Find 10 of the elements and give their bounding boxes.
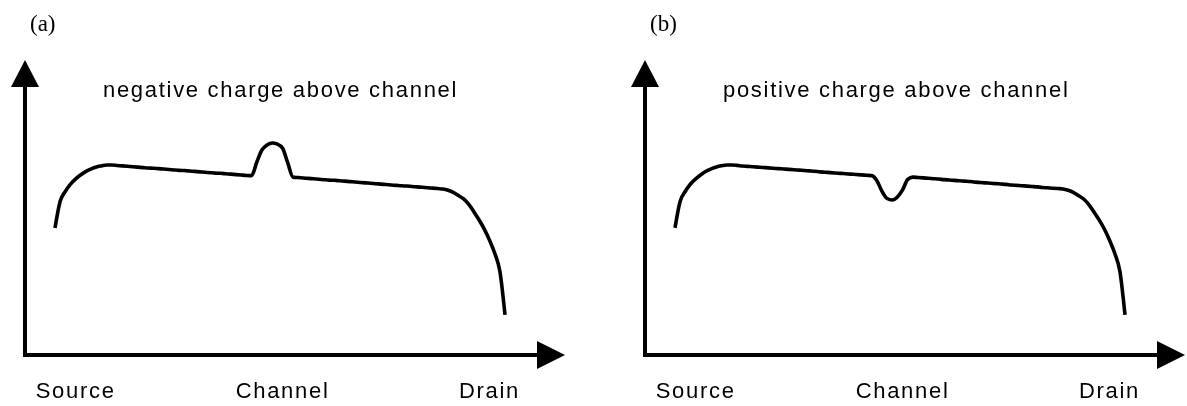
x-tick-label: Channel bbox=[235, 378, 330, 403]
x-tick-label: Drain bbox=[458, 378, 521, 403]
x-tick-label: Source bbox=[35, 378, 116, 403]
x-tick-label: Source bbox=[655, 378, 736, 403]
x-tick-label: Drain bbox=[1078, 378, 1141, 403]
text: negative charge above channel bbox=[103, 77, 459, 102]
chart-title: (a) bbox=[30, 11, 56, 36]
x-tick-label: Channel bbox=[855, 378, 950, 403]
chart-title: (b) bbox=[650, 11, 677, 36]
text: positive charge above channel bbox=[723, 77, 1070, 102]
